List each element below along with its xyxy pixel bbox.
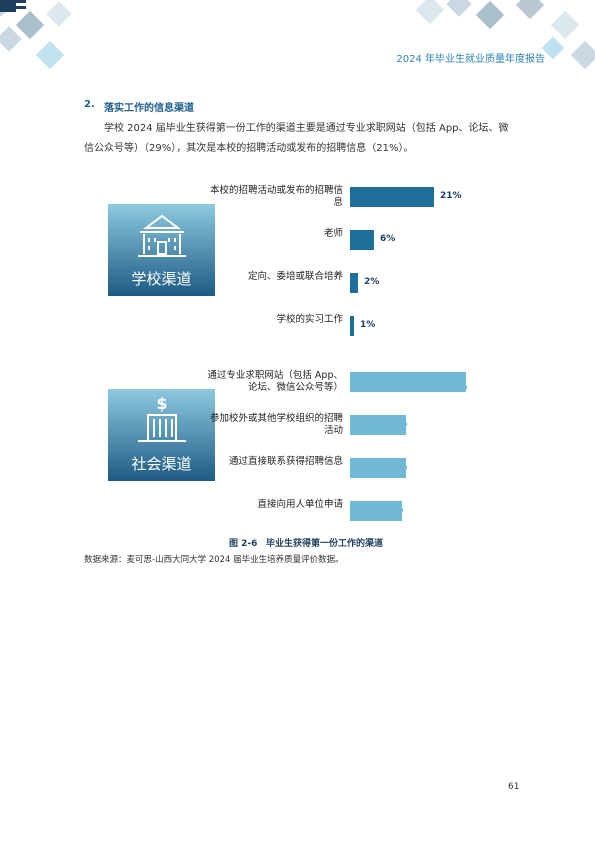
paragraph: 学校 2024 届毕业生获得第一份工作的渠道主要是通过专业求职网站（包括 App… bbox=[84, 123, 509, 154]
svg-text:$: $ bbox=[156, 395, 167, 413]
value-label: 6% bbox=[380, 234, 396, 244]
value-label: 1% bbox=[360, 320, 376, 330]
value-label: 13% bbox=[382, 505, 404, 515]
legend-mark bbox=[0, 0, 26, 3]
group-box: 学校渠道 bbox=[108, 204, 215, 296]
value-label: 2% bbox=[364, 277, 380, 287]
icon: $ bbox=[137, 395, 186, 442]
bar bbox=[350, 273, 358, 293]
page-number: 61 bbox=[508, 782, 520, 792]
category-label: 学校的实习工作 bbox=[276, 314, 343, 325]
category-label: 通过直接联系获得招聘信息 bbox=[228, 456, 343, 467]
figure-caption: 毕业生获得第一份工作的渠道 bbox=[266, 539, 384, 549]
category-label: 参加校外或其他学校组织的招聘活动 bbox=[209, 413, 343, 436]
icon bbox=[137, 214, 186, 257]
value-label: 14% bbox=[386, 419, 408, 429]
category-label: 老师 bbox=[323, 228, 343, 239]
value-label: 14% bbox=[386, 462, 408, 472]
legend-mark bbox=[0, 3, 16, 6]
group-label: 学校渠道 bbox=[131, 270, 192, 288]
section-number: 2. bbox=[84, 99, 95, 110]
header-title: 2024 年毕业生就业质量年度报告 bbox=[396, 54, 545, 65]
legend-mark bbox=[0, 9, 16, 12]
bar bbox=[350, 415, 406, 435]
value-label: 29% bbox=[446, 382, 468, 392]
bar bbox=[350, 372, 466, 392]
figure-number: 图 2-6 bbox=[229, 539, 258, 549]
value-label: 21% bbox=[440, 191, 462, 201]
category-label: 通过专业求职网站（包括 App、论坛、微信公众号等） bbox=[207, 370, 343, 393]
bar bbox=[350, 230, 374, 250]
bar bbox=[350, 501, 402, 521]
bar bbox=[350, 187, 434, 207]
category-label: 定向、委培或联合培养 bbox=[247, 271, 343, 282]
group-label: 社会渠道 bbox=[131, 455, 192, 473]
category-label: 本校的招聘活动或发布的招聘信息 bbox=[209, 185, 343, 208]
section-title: 落实工作的信息渠道 bbox=[104, 103, 194, 114]
group-box: $ 社会渠道 bbox=[108, 389, 215, 481]
legend-mark bbox=[0, 6, 26, 9]
bar bbox=[350, 458, 406, 478]
category-label: 直接向用人单位申请 bbox=[257, 499, 343, 510]
chart: 学校渠道 本校的招聘活动或发布的招聘信息 21% 老师 6% 定向、委培或联合培养 2% 学校… bbox=[0, 0, 468, 521]
source: 数据来源：麦可思-山西大同大学 2024 届毕业生培养质量评价数据。 bbox=[84, 555, 344, 565]
bar bbox=[350, 316, 354, 336]
decoration bbox=[0, 0, 595, 70]
